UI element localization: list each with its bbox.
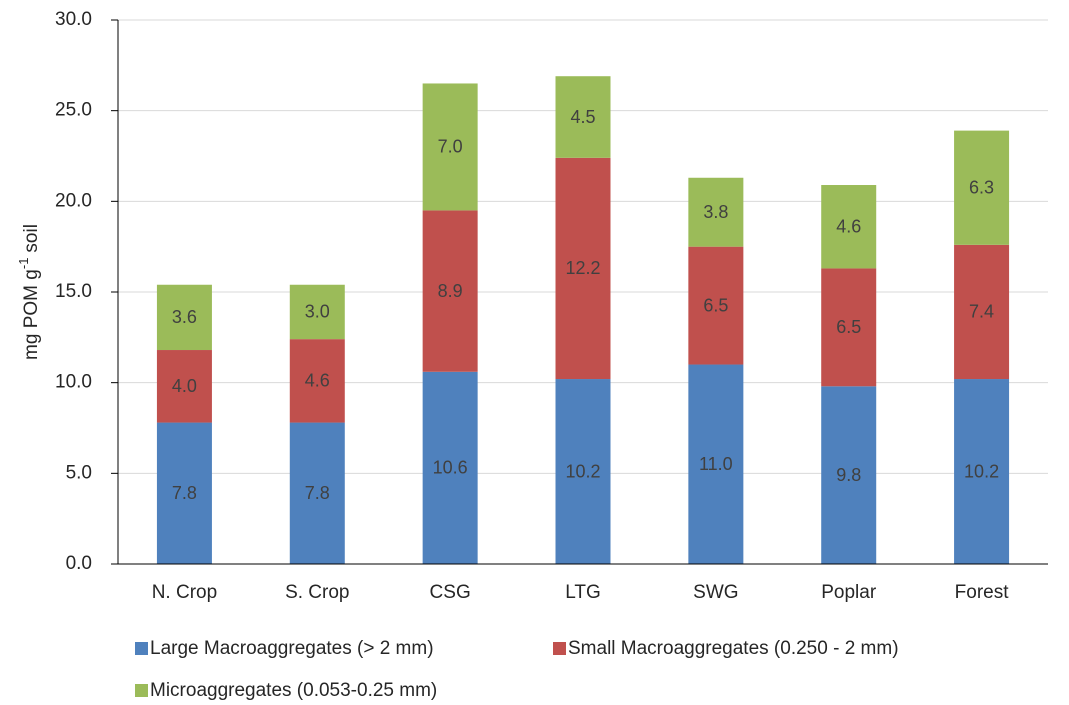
y-tick-label: 30.0	[55, 9, 92, 30]
bar-segment	[422, 210, 478, 372]
value-label: 10.6	[433, 458, 468, 478]
value-label: 4.0	[172, 376, 197, 396]
bar-segment	[688, 177, 744, 247]
x-tick-label: S. Crop	[285, 582, 349, 603]
value-label: 6.5	[836, 317, 861, 337]
value-label: 10.2	[964, 461, 999, 481]
value-label: 4.6	[836, 216, 861, 236]
legend-label: Large Macroaggregates (> 2 mm)	[150, 638, 434, 659]
value-label: 3.8	[703, 202, 728, 222]
bar-segment	[555, 379, 611, 564]
value-label: 9.8	[836, 465, 861, 485]
value-label: 7.8	[305, 483, 330, 503]
value-label: 7.0	[438, 137, 463, 157]
y-axis-label: mg POM g-1 soil	[16, 224, 42, 360]
value-label: 6.5	[703, 295, 728, 315]
y-tick-label: 5.0	[66, 462, 92, 483]
value-label: 3.0	[305, 302, 330, 322]
bar-segment	[156, 350, 212, 423]
legend-swatch	[135, 642, 148, 655]
y-label-sup: -1	[16, 258, 31, 270]
bar-segment	[954, 130, 1010, 245]
bar-segment	[555, 76, 611, 158]
value-label: 7.8	[172, 483, 197, 503]
y-tick-label: 0.0	[66, 553, 92, 574]
bar-segment	[821, 185, 877, 269]
y-label-main: mg POM g	[21, 269, 42, 360]
bar-segment	[289, 284, 345, 340]
value-label: 6.3	[969, 177, 994, 197]
y-tick-label: 20.0	[55, 190, 92, 211]
value-label: 7.4	[969, 302, 994, 322]
bar-segment	[422, 83, 478, 211]
value-label: 3.6	[172, 307, 197, 327]
value-label: 12.2	[565, 258, 600, 278]
value-label: 8.9	[438, 281, 463, 301]
bar-segment	[821, 386, 877, 564]
x-tick-label: N. Crop	[152, 582, 217, 603]
y-tick-label: 25.0	[55, 100, 92, 121]
bar-segment	[156, 422, 212, 564]
x-tick-label: LTG	[565, 582, 601, 603]
legend-label: Small Macroaggregates (0.250 - 2 mm)	[568, 638, 899, 659]
bar-segment	[954, 244, 1010, 380]
bar-segment	[156, 284, 212, 351]
x-tick-label: CSG	[430, 582, 471, 603]
value-label: 11.0	[699, 454, 733, 474]
bar-segment	[289, 339, 345, 423]
x-tick-label: Poplar	[821, 582, 877, 603]
y-tick-label: 15.0	[55, 281, 92, 302]
y-label-end: soil	[21, 224, 42, 253]
legend-label: Microaggregates (0.053-0.25 mm)	[150, 680, 437, 701]
y-tick-label: 10.0	[55, 372, 92, 393]
legend-swatch	[553, 642, 566, 655]
bar-segment	[422, 371, 478, 564]
x-tick-label: Forest	[955, 582, 1010, 603]
bar-segment	[688, 246, 744, 365]
bar-segment	[821, 268, 877, 387]
x-tick-label: SWG	[693, 582, 738, 603]
bar-segment	[688, 364, 744, 564]
bar-segment	[954, 379, 1010, 564]
bar-segment	[289, 422, 345, 564]
value-label: 10.2	[565, 461, 600, 481]
value-label: 4.5	[570, 107, 595, 127]
legend-swatch	[135, 684, 148, 697]
bar-segment	[555, 157, 611, 380]
value-label: 4.6	[305, 371, 330, 391]
